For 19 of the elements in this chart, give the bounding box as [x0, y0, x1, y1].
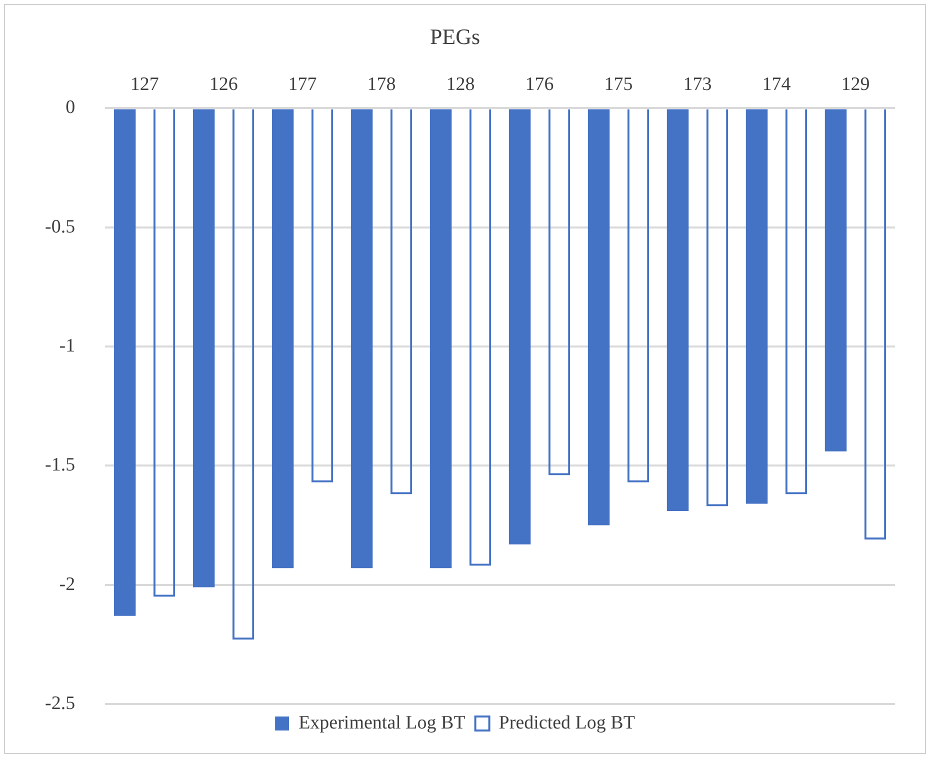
x-tick-label: 173 [683, 74, 712, 95]
y-tick-label: 0 [66, 97, 76, 118]
x-tick-label: 174 [762, 74, 792, 95]
x-tick-label: 177 [288, 74, 317, 95]
x-tick-label: 128 [446, 74, 475, 95]
y-tick-label: -0.5 [45, 216, 76, 238]
x-tick-label: 129 [841, 74, 870, 95]
legend-label: Experimental Log BT [298, 712, 466, 734]
x-tick-label: 126 [209, 74, 238, 95]
x-tick-label: 175 [604, 74, 633, 95]
y-tick-label: -2.5 [45, 692, 76, 714]
y-tick-label: -2 [59, 574, 76, 595]
x-tick-label: 127 [130, 74, 159, 95]
x-tick-label: 178 [367, 74, 396, 95]
legend-label: Predicted Log BT [498, 712, 636, 734]
chart-title: PEGs [430, 24, 480, 49]
x-tick-label: 176 [525, 74, 554, 95]
y-tick-label: -1 [59, 336, 76, 357]
y-tick-label: -1.5 [45, 454, 76, 476]
